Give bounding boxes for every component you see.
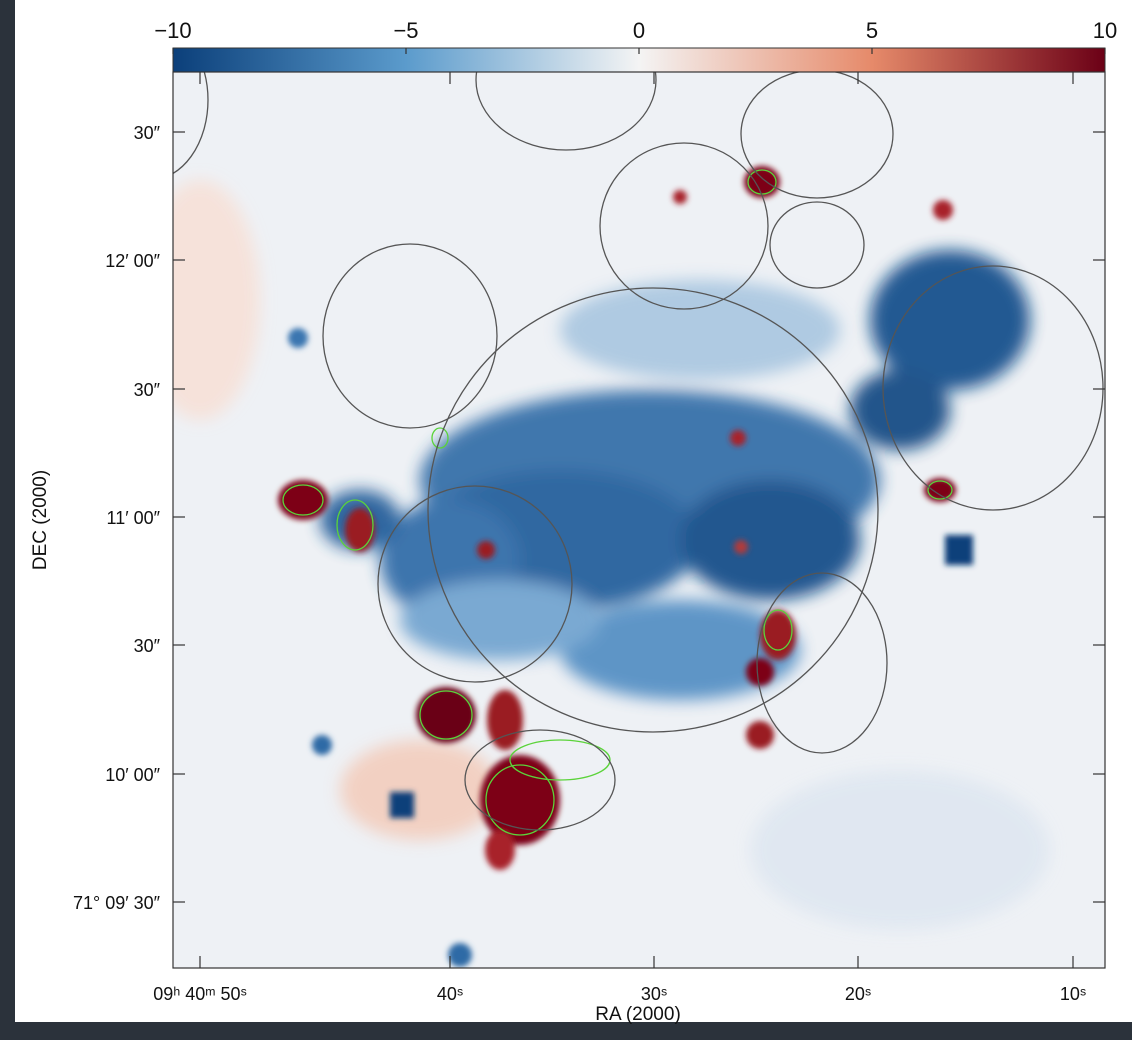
figure: −10 −5 0 5 10 [0, 0, 1132, 1035]
y-tick-label: 10′ 00″ [105, 765, 160, 785]
colorbar-tick-label: 0 [633, 18, 645, 43]
x-tick-label: 40ˢ [437, 984, 463, 1004]
colorbar-tick-label: −10 [154, 18, 191, 43]
y-tick-label: 30″ [134, 123, 161, 143]
colorbar-tick-label: −5 [393, 18, 418, 43]
x-tick-label: 20ˢ [845, 984, 871, 1004]
x-tick-label: 30ˢ [641, 984, 667, 1004]
y-tick-label: 71° 09′ 30″ [73, 893, 161, 913]
x-tick-label: 09ʰ 40ᵐ 50ˢ [153, 984, 246, 1004]
page: −10 −5 0 5 10 [0, 0, 1132, 1035]
y-tick-label: 30″ [134, 380, 161, 400]
y-axis-title: DEC (2000) [30, 470, 51, 570]
colorbar-tick-label: 10 [1093, 18, 1117, 43]
image [92, 10, 1105, 968]
colorbar-tick-label: 5 [866, 18, 878, 43]
x-tick-label: 10ˢ [1060, 984, 1086, 1004]
y-tick-label: 11′ 00″ [107, 508, 161, 528]
x-axis-title: RA (2000) [595, 1004, 681, 1025]
y-tick-label: 12′ 00″ [105, 251, 160, 271]
y-tick-label: 30″ [134, 636, 161, 656]
